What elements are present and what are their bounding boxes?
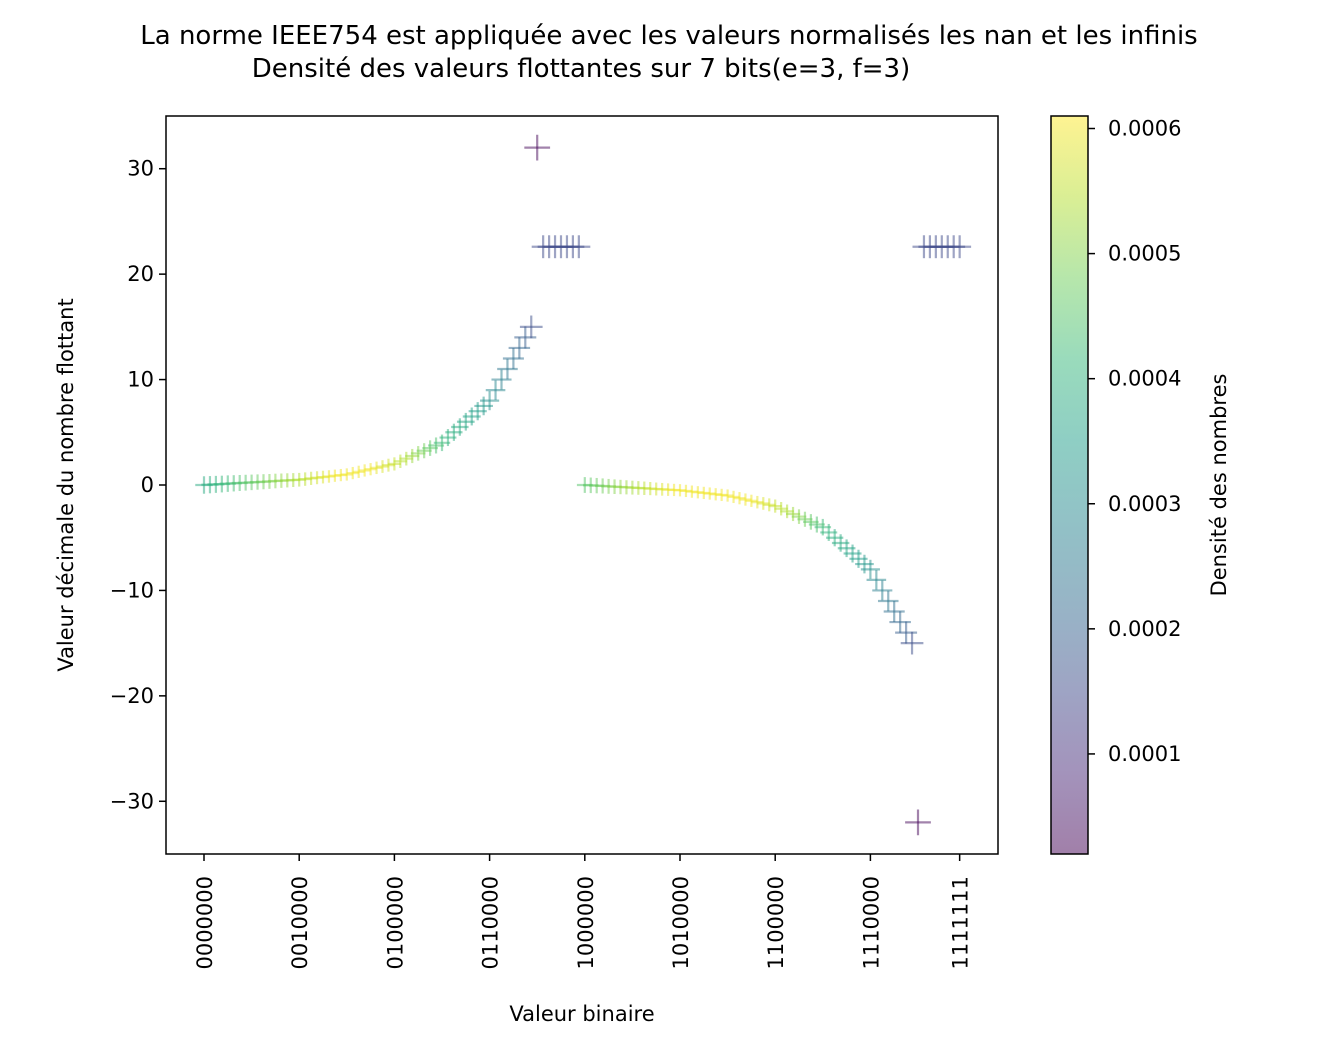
x-tick-label-7: 1110000 xyxy=(859,876,883,970)
data-point-94 xyxy=(756,497,770,510)
colorbar-tick-label-5: 0.0006 xyxy=(1108,117,1181,141)
data-point-88 xyxy=(721,489,734,502)
data-point-30 xyxy=(376,460,389,473)
data-point-95 xyxy=(762,498,776,512)
data-point-90 xyxy=(733,492,746,505)
scatter-points xyxy=(195,134,972,836)
data-point-27 xyxy=(358,464,371,477)
colorbar xyxy=(1051,116,1088,854)
data-point-29 xyxy=(370,461,383,475)
data-point-91 xyxy=(739,493,752,506)
colorbar-tick-label-1: 0.0002 xyxy=(1108,617,1181,641)
data-point-56 xyxy=(524,134,551,161)
colorbar-tick-label-3: 0.0004 xyxy=(1108,367,1181,391)
data-point-115 xyxy=(877,590,899,612)
data-point-119 xyxy=(900,631,924,655)
data-point-114 xyxy=(872,580,893,601)
data-point-32 xyxy=(387,457,401,471)
data-point-53 xyxy=(508,337,531,359)
x-tick-label-2: 0100000 xyxy=(383,876,407,970)
data-point-116 xyxy=(883,601,905,623)
data-point-54 xyxy=(514,326,537,349)
x-tick-label-3: 0110000 xyxy=(479,876,503,970)
y-tick-label-3: 0 xyxy=(141,473,154,497)
y-axis: 30 20 10 0 −10 −20 −30 xyxy=(110,157,166,813)
data-point-99 xyxy=(785,506,801,522)
data-point-97 xyxy=(774,502,788,516)
data-point-25 xyxy=(346,466,359,480)
colorbar-tick-label-4: 0.0005 xyxy=(1108,242,1181,266)
data-point-26 xyxy=(352,465,365,478)
x-axis-label: Valeur binaire xyxy=(509,1002,654,1026)
x-axis: 0000000 0010000 0100000 0110000 1000000 10100… xyxy=(193,854,973,970)
data-point-51 xyxy=(497,358,518,380)
colorbar-tick-label-0: 0.0001 xyxy=(1108,742,1181,766)
y-tick-label-6: −30 xyxy=(110,789,154,813)
y-tick-label-2: 10 xyxy=(127,368,154,392)
y-axis-label: Valeur décimale du nombre flottant xyxy=(54,298,78,671)
y-tick-label-5: −20 xyxy=(110,684,154,708)
data-point-49 xyxy=(485,380,506,400)
data-point-28 xyxy=(364,463,377,476)
y-tick-label-0: 30 xyxy=(127,157,154,181)
colorbar-label: Densité des nombres xyxy=(1207,374,1231,597)
colorbar-ticks: 0.0001 0.0002 0.0003 0.0004 0.0005 0.0006 xyxy=(1088,117,1181,766)
x-tick-label-8: 1111111 xyxy=(949,876,973,970)
data-point-98 xyxy=(780,504,794,519)
data-point-34 xyxy=(399,451,414,466)
data-point-96 xyxy=(768,499,782,513)
data-point-89 xyxy=(727,490,740,504)
y-tick-label-1: 20 xyxy=(127,262,154,286)
y-tick-label-4: −10 xyxy=(110,578,154,602)
data-point-117 xyxy=(889,611,911,633)
x-tick-label-0: 0000000 xyxy=(193,876,217,970)
data-point-31 xyxy=(381,458,395,472)
chart-subtitle: Densité des valeurs flottantes sur 7 bit… xyxy=(252,54,911,84)
data-point-113 xyxy=(866,570,887,590)
data-point-93 xyxy=(751,495,764,509)
x-tick-label-1: 0010000 xyxy=(288,876,312,970)
x-tick-label-5: 1010000 xyxy=(669,876,693,970)
x-tick-label-6: 1100000 xyxy=(764,876,788,970)
data-point-120 xyxy=(905,809,931,836)
data-point-33 xyxy=(393,454,408,468)
data-point-48 xyxy=(480,391,500,411)
data-point-127 xyxy=(948,235,972,259)
chart-title: La norme IEEE754 est appliquée avec les … xyxy=(140,21,1197,51)
x-tick-label-4: 1000000 xyxy=(574,876,598,970)
colorbar-tick-label-2: 0.0003 xyxy=(1108,492,1181,516)
data-point-92 xyxy=(745,494,758,507)
data-point-112 xyxy=(860,559,880,579)
data-point-52 xyxy=(502,347,524,369)
data-point-63 xyxy=(567,235,591,259)
data-point-35 xyxy=(405,448,420,464)
data-point-24 xyxy=(340,468,353,481)
colorbar-frame xyxy=(1050,115,1089,855)
data-point-118 xyxy=(895,621,918,644)
data-point-50 xyxy=(491,369,512,390)
data-point-55 xyxy=(519,315,543,339)
